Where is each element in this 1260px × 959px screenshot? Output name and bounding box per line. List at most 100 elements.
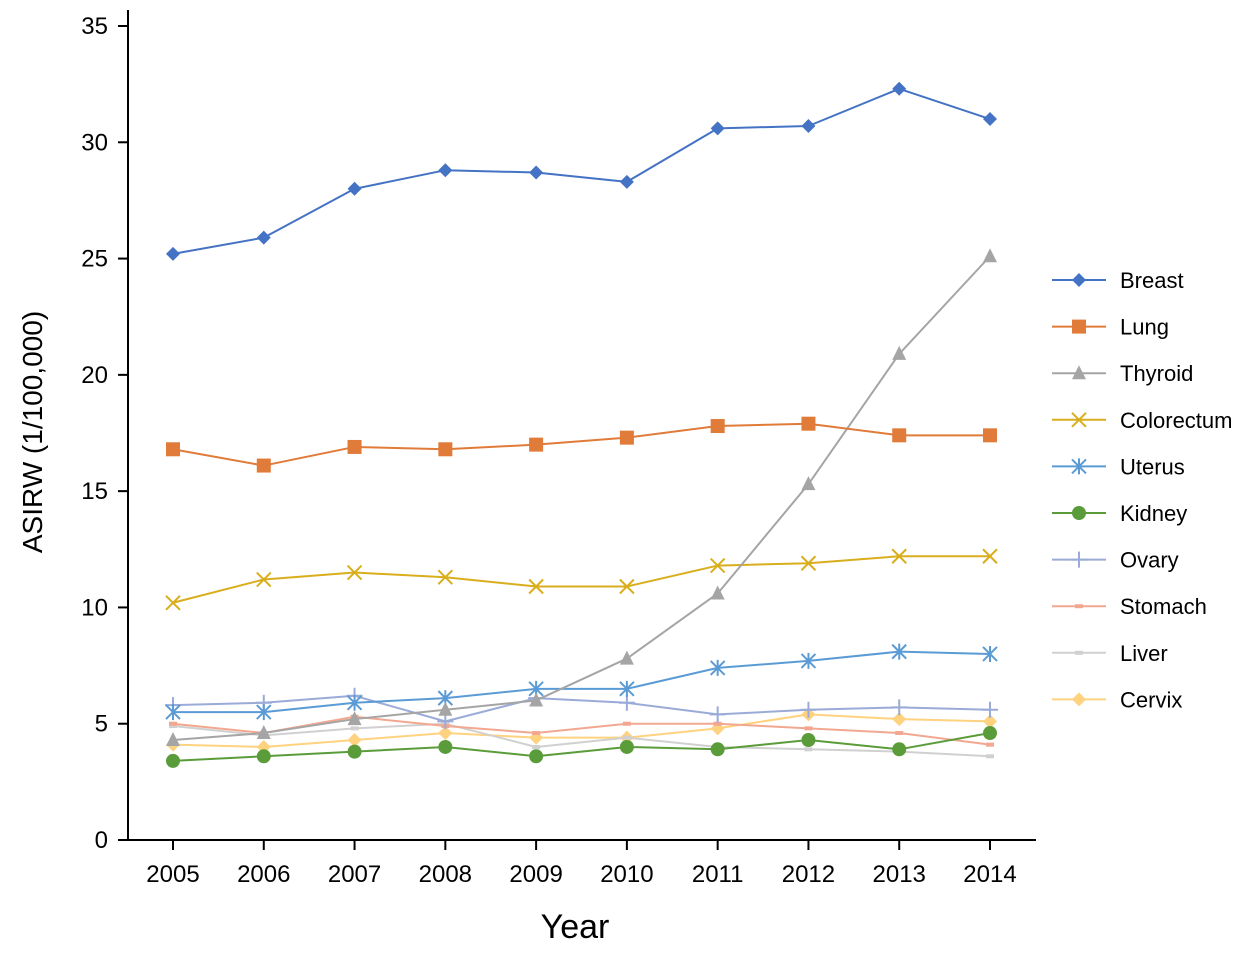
data-point-liver xyxy=(986,754,994,759)
legend-swatch-marker xyxy=(1072,319,1086,334)
legend-swatch-marker xyxy=(1072,273,1086,287)
x-tick-label: 2007 xyxy=(328,861,381,888)
series-line-stomach xyxy=(172,715,991,746)
data-point-liver xyxy=(804,747,813,752)
data-point-kidney xyxy=(166,753,180,768)
data-point-breast xyxy=(710,121,725,136)
data-point-liver xyxy=(532,744,541,749)
data-point-uterus xyxy=(891,643,907,660)
series-stomach xyxy=(169,714,994,747)
legend-item-ovary: Ovary xyxy=(1052,548,1179,573)
axes: 0 5 10 15 20 25 30 35 2005 2006 2007 2008 2009 2010 20… xyxy=(81,10,1036,888)
y-tick-label: 10 xyxy=(81,594,108,621)
series-line-thyroid xyxy=(172,255,991,741)
data-point-breast xyxy=(438,163,453,178)
legend-item-thyroid: Thyroid xyxy=(1052,361,1193,386)
data-point-breast xyxy=(983,112,997,127)
data-point-kidney xyxy=(619,739,634,754)
legend-label: Kidney xyxy=(1120,501,1187,526)
legend-item-cervix: Cervix xyxy=(1052,687,1182,712)
x-tick-label: 2011 xyxy=(692,861,744,888)
data-point-breast xyxy=(529,165,544,180)
series-breast xyxy=(166,81,997,261)
data-point-colorectum xyxy=(709,557,726,574)
data-point-colorectum xyxy=(346,564,363,581)
x-tick-label: 2013 xyxy=(873,861,926,888)
legend-label: Colorectum xyxy=(1120,408,1232,433)
legend-label: Cervix xyxy=(1120,687,1182,712)
data-point-thyroid xyxy=(983,248,997,263)
legend-label: Uterus xyxy=(1120,454,1185,479)
legend-label: Thyroid xyxy=(1120,361,1193,386)
series-colorectum xyxy=(165,548,998,611)
data-point-kidney xyxy=(347,744,362,759)
data-point-stomach xyxy=(895,731,904,736)
series-line-breast xyxy=(172,87,991,255)
data-point-thyroid xyxy=(347,711,362,726)
legend-item-breast: Breast xyxy=(1052,268,1184,293)
x-tick-label: 2006 xyxy=(237,861,290,888)
x-tick-label: 2014 xyxy=(963,861,1016,888)
data-point-colorectum xyxy=(800,555,817,571)
series-uterus xyxy=(165,643,998,721)
data-point-thyroid xyxy=(529,692,544,707)
data-point-uterus xyxy=(982,645,998,662)
legend-item-kidney: Kidney xyxy=(1052,501,1187,526)
data-point-stomach xyxy=(532,731,541,736)
data-point-lung xyxy=(710,419,725,434)
data-point-colorectum xyxy=(256,571,272,588)
data-point-cervix xyxy=(983,714,997,729)
legend-item-liver: Liver xyxy=(1052,641,1168,666)
data-point-kidney xyxy=(801,732,816,747)
y-tick-label: 5 xyxy=(95,711,108,738)
data-point-uterus xyxy=(800,652,817,669)
data-point-kidney xyxy=(438,739,453,754)
data-point-lung xyxy=(983,428,997,443)
data-point-breast xyxy=(892,81,907,96)
legend-item-uterus: Uterus xyxy=(1052,454,1185,479)
y-tick-label: 35 xyxy=(81,13,108,40)
x-axis-title: Year xyxy=(541,908,610,946)
data-point-cervix xyxy=(892,712,907,727)
data-point-lung xyxy=(166,442,180,457)
series-lung xyxy=(166,416,997,473)
legend-item-lung: Lung xyxy=(1052,315,1169,340)
data-point-kidney xyxy=(710,742,725,757)
legend-swatch-marker xyxy=(1075,604,1083,609)
x-tick-label: 2012 xyxy=(782,861,835,888)
x-tick-label: 2010 xyxy=(600,861,653,888)
data-point-cervix xyxy=(347,732,362,747)
data-point-kidney xyxy=(529,749,544,764)
data-point-liver xyxy=(622,735,631,740)
x-tick-label: 2008 xyxy=(419,861,472,888)
series-thyroid xyxy=(166,248,997,746)
data-point-ovary xyxy=(891,699,908,716)
data-point-ovary xyxy=(800,701,817,718)
legend-swatch-marker xyxy=(1075,650,1083,655)
data-point-colorectum xyxy=(165,595,181,611)
series-line-colorectum xyxy=(172,555,990,604)
data-point-ovary xyxy=(437,713,454,730)
data-point-thyroid xyxy=(619,650,634,665)
data-point-thyroid xyxy=(438,701,453,716)
data-point-uterus xyxy=(619,680,635,697)
series-kidney xyxy=(166,726,997,768)
data-point-liver xyxy=(350,726,359,731)
legend-swatch-marker xyxy=(1072,692,1086,707)
data-point-kidney xyxy=(892,742,907,757)
y-axis-title: ASIRW (1/100,000) xyxy=(17,311,48,553)
data-point-colorectum xyxy=(528,578,544,595)
data-point-kidney xyxy=(256,749,271,764)
y-tick-label: 30 xyxy=(81,129,108,156)
data-point-ovary xyxy=(618,694,635,711)
data-point-uterus xyxy=(165,704,181,721)
data-point-lung xyxy=(256,458,271,473)
data-point-breast xyxy=(619,174,634,189)
data-point-thyroid xyxy=(892,345,907,360)
legend: Breast Lung Thyroid Colorectum Uterus Kidney O… xyxy=(1052,268,1232,712)
data-point-ovary xyxy=(982,701,998,718)
data-point-kidney xyxy=(983,726,997,741)
data-point-ovary xyxy=(709,706,726,723)
data-point-lung xyxy=(347,439,362,454)
legend-item-colorectum: Colorectum xyxy=(1052,408,1232,433)
